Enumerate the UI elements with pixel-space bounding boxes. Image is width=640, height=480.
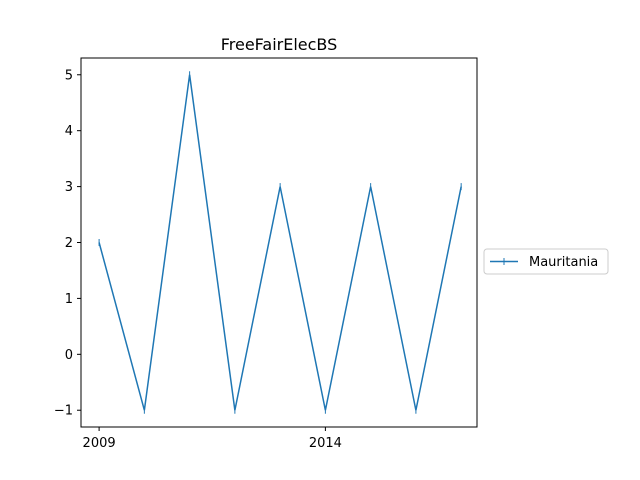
legend: Mauritania	[483, 248, 609, 275]
y-tick-label: 2	[65, 236, 73, 251]
y-tick-label: 0	[65, 348, 73, 363]
x-axis: 2009 2014	[83, 427, 342, 451]
series-line-mauritania	[98, 74, 462, 411]
x-tick-label: 2009	[83, 436, 116, 451]
y-tick-label: 3	[65, 180, 73, 195]
legend-label-mauritania: Mauritania	[529, 255, 598, 270]
y-tick-label: 1	[65, 292, 73, 307]
y-tick-label: 5	[65, 68, 73, 83]
y-axis: −1 0 1 2 3 4 5	[54, 68, 81, 419]
y-tick-label: 4	[65, 124, 73, 139]
series-layer	[98, 71, 462, 414]
x-tick-label: 2014	[309, 436, 342, 451]
chart-title: FreeFairElecBS	[221, 35, 338, 54]
y-tick-label: −1	[54, 404, 73, 419]
plot-area-frame	[80, 57, 478, 428]
legend-box	[483, 248, 609, 275]
